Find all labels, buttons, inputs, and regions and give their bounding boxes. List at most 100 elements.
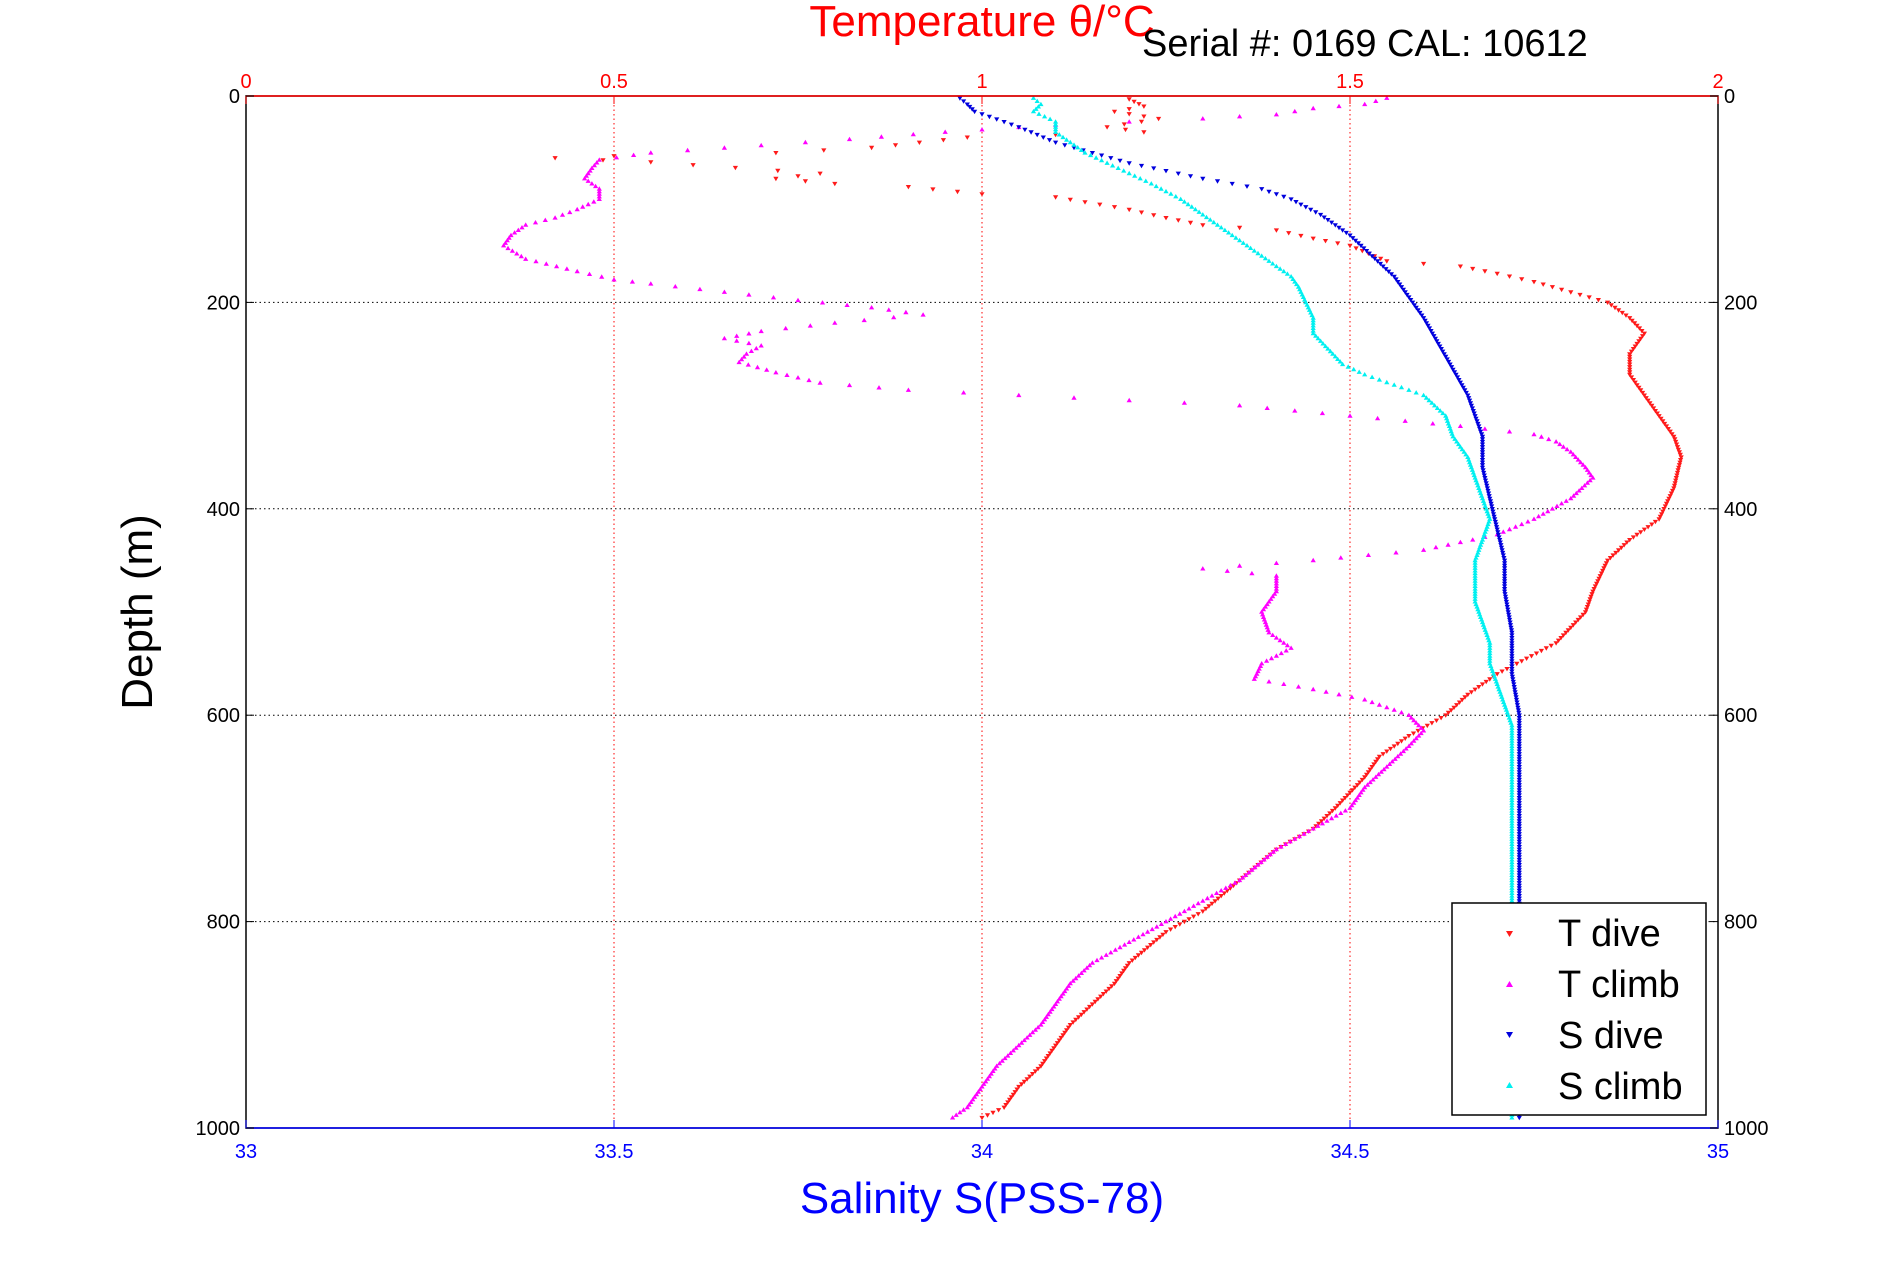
data-point-t-dive: [1186, 917, 1192, 922]
data-point-s-dive: [1516, 806, 1522, 811]
data-point-t-dive: [1675, 447, 1681, 453]
data-point-s-dive: [1163, 169, 1169, 174]
data-point-t-climb: [1384, 764, 1390, 769]
data-point-s-dive: [1516, 826, 1522, 832]
data-point-s-dive: [1503, 599, 1509, 605]
data-point-s-dive: [1516, 780, 1522, 785]
data-point-s-dive: [1415, 308, 1421, 313]
data-point-s-dive: [1507, 617, 1513, 623]
data-point-t-climb: [596, 186, 602, 191]
data-point-t-climb: [1362, 784, 1368, 790]
data-point-s-dive: [1516, 839, 1522, 845]
data-point-t-dive: [1573, 620, 1579, 625]
data-point-s-climb: [1472, 565, 1478, 570]
data-point-s-dive: [1303, 205, 1309, 210]
data-point-s-dive: [1516, 728, 1522, 734]
data-point-s-dive: [1510, 679, 1516, 685]
data-point-s-dive: [1266, 189, 1272, 195]
legend-marker-t-climb: [1506, 981, 1513, 987]
data-point-t-dive: [1163, 930, 1169, 935]
data-point-t-climb: [1056, 996, 1062, 1001]
data-point-t-climb: [611, 277, 617, 282]
data-point-s-dive: [1214, 179, 1221, 184]
data-point-t-climb: [1070, 978, 1076, 983]
data-point-s-dive: [1426, 326, 1433, 331]
data-point-s-climb: [1509, 769, 1515, 774]
data-point-s-dive: [1516, 785, 1522, 790]
tick-label-bottom: 33.5: [595, 1141, 634, 1163]
data-point-t-dive: [1237, 225, 1243, 231]
data-point-s-climb: [1310, 325, 1316, 330]
data-point-t-climb: [1315, 823, 1321, 828]
data-point-t-climb: [1364, 782, 1371, 787]
data-point-t-climb: [1310, 105, 1316, 111]
data-point-s-climb: [1509, 774, 1515, 779]
data-point-s-dive: [1489, 504, 1495, 509]
data-point-t-dive: [1406, 734, 1412, 739]
data-point-s-climb: [1292, 279, 1298, 284]
data-point-s-climb: [1509, 859, 1515, 865]
data-point-t-climb: [1568, 449, 1574, 454]
data-point-s-dive: [1352, 238, 1359, 244]
data-point-t-dive: [1209, 901, 1215, 907]
data-point-t-climb: [746, 340, 752, 346]
data-point-s-dive: [1516, 783, 1522, 788]
data-point-s-dive: [1491, 514, 1497, 520]
data-point-t-climb: [1430, 421, 1436, 426]
data-point-s-dive: [1372, 256, 1378, 262]
data-point-s-climb: [1472, 596, 1478, 601]
data-point-t-dive: [1111, 109, 1118, 115]
data-point-t-climb: [1568, 495, 1574, 501]
data-point-s-dive: [1493, 522, 1499, 527]
data-point-t-dive: [1359, 777, 1365, 783]
data-point-t-dive: [979, 1115, 985, 1121]
data-point-t-climb: [721, 145, 727, 150]
data-point-t-dive: [1499, 669, 1505, 674]
data-point-t-climb: [986, 1073, 992, 1079]
legend: T dive T climb S dive S climb: [1451, 902, 1707, 1116]
data-point-s-dive: [1089, 151, 1095, 156]
data-point-s-dive: [1516, 816, 1522, 821]
data-point-s-climb: [1509, 777, 1515, 782]
data-point-t-dive: [1163, 216, 1169, 221]
data-point-t-climb: [613, 155, 620, 160]
data-point-s-climb: [1472, 578, 1478, 583]
data-point-t-climb: [1389, 759, 1395, 764]
data-point-t-dive: [1610, 553, 1616, 558]
data-point-t-climb: [1223, 885, 1229, 890]
data-point-t-climb: [970, 1097, 976, 1102]
data-point-s-dive: [1413, 305, 1419, 311]
data-point-t-dive: [1030, 1072, 1036, 1077]
data-point-s-dive: [1325, 218, 1331, 223]
data-point-t-climb: [1506, 429, 1513, 434]
data-point-t-climb: [585, 201, 591, 207]
data-point-s-dive: [1509, 646, 1515, 651]
data-point-s-climb: [1421, 392, 1427, 398]
data-point-t-climb: [1270, 632, 1276, 637]
data-point-s-dive: [1175, 171, 1181, 176]
data-point-s-climb: [1509, 828, 1515, 834]
data-point-t-climb: [994, 1063, 1000, 1068]
data-point-s-climb: [1322, 343, 1329, 349]
data-point-s-dive: [1126, 161, 1132, 166]
data-point-s-dive: [1488, 501, 1494, 507]
data-point-s-climb: [1398, 384, 1405, 390]
data-point-s-dive: [1467, 401, 1474, 406]
data-point-s-climb: [1240, 240, 1246, 245]
data-point-s-dive: [1516, 875, 1522, 881]
data-point-t-climb: [1284, 642, 1290, 648]
data-point-t-climb: [844, 302, 850, 307]
data-point-t-climb: [1384, 704, 1390, 710]
data-point-t-climb: [1273, 586, 1279, 591]
data-point-t-dive: [1122, 966, 1129, 971]
data-point-t-dive: [1021, 1079, 1027, 1085]
data-point-s-dive: [1446, 359, 1452, 365]
data-point-t-dive: [1676, 463, 1682, 468]
data-point-t-climb: [1375, 415, 1381, 421]
data-point-s-dive: [1477, 427, 1483, 432]
data-point-t-climb: [1038, 1022, 1044, 1027]
data-point-s-dive: [1516, 894, 1522, 899]
data-point-s-climb: [1509, 771, 1515, 777]
data-point-t-dive: [1078, 1012, 1084, 1018]
data-point-s-climb: [1345, 364, 1351, 369]
